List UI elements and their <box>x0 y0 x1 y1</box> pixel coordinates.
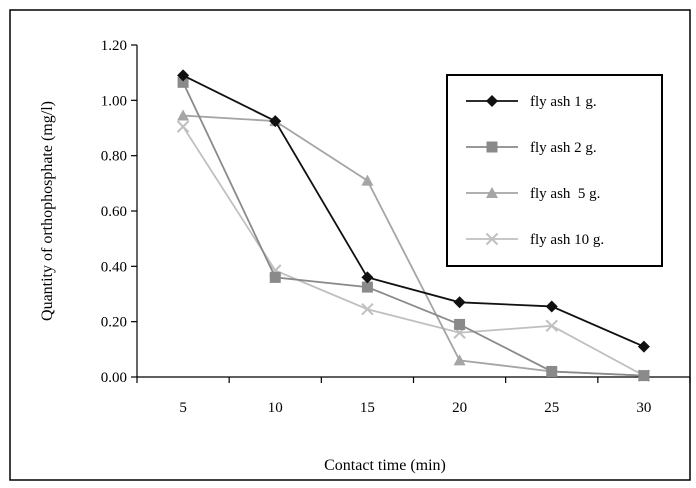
legend-label: fly ash 1 g. <box>530 94 597 110</box>
data-point <box>454 318 466 330</box>
y-tick-label: 0.60 <box>101 204 127 220</box>
x-tick-label: 10 <box>268 400 283 416</box>
y-tick-label: 0.40 <box>101 259 127 275</box>
series-1 <box>177 69 650 353</box>
data-point <box>361 281 373 293</box>
data-point <box>177 76 189 88</box>
legend-marker <box>486 187 498 198</box>
legend-marker <box>486 95 498 107</box>
chart-legend: fly ash 1 g. fly ash 2 g. fly ash 5 g. fly … <box>446 74 663 267</box>
x-tick-label: 20 <box>452 400 467 416</box>
y-axis-label: Quantity of orthophosphate (mg/l) <box>39 101 56 321</box>
legend-label: fly ash 5 g. <box>530 186 600 202</box>
x-tick-label: 5 <box>179 400 187 416</box>
x-axis-label: Contact time (min) <box>324 457 446 474</box>
data-point <box>638 370 650 382</box>
series-line <box>182 81 644 377</box>
data-point <box>361 271 374 284</box>
y-tick-label: 0.00 <box>101 370 127 386</box>
x-tick-label: 15 <box>360 400 375 416</box>
x-marker-stroke <box>176 120 190 133</box>
legend-box <box>446 74 663 267</box>
data-point <box>269 115 282 128</box>
data-point <box>637 340 650 353</box>
legend-label: fly ash 2 g. <box>530 140 597 156</box>
legend-marker <box>485 232 499 246</box>
legend-entry-3: fly ash 5 g. <box>466 186 600 202</box>
legend-marker <box>486 141 498 153</box>
data-point <box>269 271 281 283</box>
y-tick-label: 0.20 <box>101 315 127 331</box>
series-line <box>182 74 645 348</box>
data-point <box>361 174 374 186</box>
y-tick-label: 1.20 <box>101 38 127 54</box>
y-tick-label: 1.00 <box>101 93 127 109</box>
data-point <box>177 69 190 82</box>
x-tick-label: 25 <box>544 400 559 416</box>
data-point <box>453 296 466 309</box>
data-point <box>361 303 374 316</box>
x-marker-stroke <box>485 232 499 246</box>
series-2 <box>177 76 650 382</box>
data-point <box>453 354 466 366</box>
legend-entry-2: fly ash 2 g. <box>466 140 597 156</box>
legend-label: fly ash 10 g. <box>530 232 604 248</box>
data-point <box>176 120 190 133</box>
data-point <box>545 319 558 333</box>
legend-entry-1: fly ash 1 g. <box>466 94 597 110</box>
x-marker-stroke <box>361 303 374 316</box>
x-marker-stroke <box>545 319 558 333</box>
data-point <box>546 365 558 377</box>
chart-series <box>176 69 651 382</box>
legend-entry-4: fly ash 10 g. <box>466 232 604 248</box>
data-point <box>177 109 190 121</box>
x-tick-label: 30 <box>636 400 651 416</box>
chart-axes: 0.00 0.20 0.40 0.60 0.80 1.00 1.20 5 10 15 20 25 30 <box>101 38 691 416</box>
y-tick-label: 0.80 <box>101 149 127 165</box>
data-point <box>545 300 558 313</box>
